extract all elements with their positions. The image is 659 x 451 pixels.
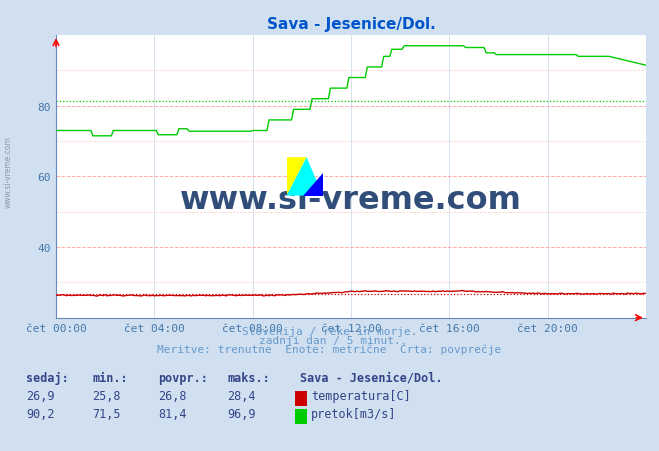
Text: sedaj:: sedaj: [26, 371, 69, 384]
Text: 26,8: 26,8 [158, 389, 186, 402]
Text: min.:: min.: [92, 371, 128, 384]
Text: temperatura[C]: temperatura[C] [311, 389, 411, 402]
Text: 71,5: 71,5 [92, 407, 121, 420]
Text: maks.:: maks.: [227, 371, 270, 384]
Text: pretok[m3/s]: pretok[m3/s] [311, 407, 397, 420]
Text: Meritve: trenutne  Enote: metrične  Črta: povprečje: Meritve: trenutne Enote: metrične Črta: … [158, 343, 501, 354]
Text: povpr.:: povpr.: [158, 371, 208, 384]
Text: zadnji dan / 5 minut.: zadnji dan / 5 minut. [258, 336, 401, 345]
Polygon shape [303, 173, 323, 196]
Text: 81,4: 81,4 [158, 407, 186, 420]
Text: 96,9: 96,9 [227, 407, 256, 420]
Title: Sava - Jesenice/Dol.: Sava - Jesenice/Dol. [266, 17, 436, 32]
Text: 26,9: 26,9 [26, 389, 55, 402]
Text: www.si-vreme.com: www.si-vreme.com [3, 135, 13, 207]
Text: 90,2: 90,2 [26, 407, 55, 420]
Text: www.si-vreme.com: www.si-vreme.com [180, 184, 522, 215]
Polygon shape [287, 158, 306, 196]
Text: 25,8: 25,8 [92, 389, 121, 402]
Polygon shape [287, 158, 323, 196]
Text: Slovenija / reke in morje.: Slovenija / reke in morje. [242, 327, 417, 336]
Text: 28,4: 28,4 [227, 389, 256, 402]
Text: Sava - Jesenice/Dol.: Sava - Jesenice/Dol. [300, 371, 442, 384]
